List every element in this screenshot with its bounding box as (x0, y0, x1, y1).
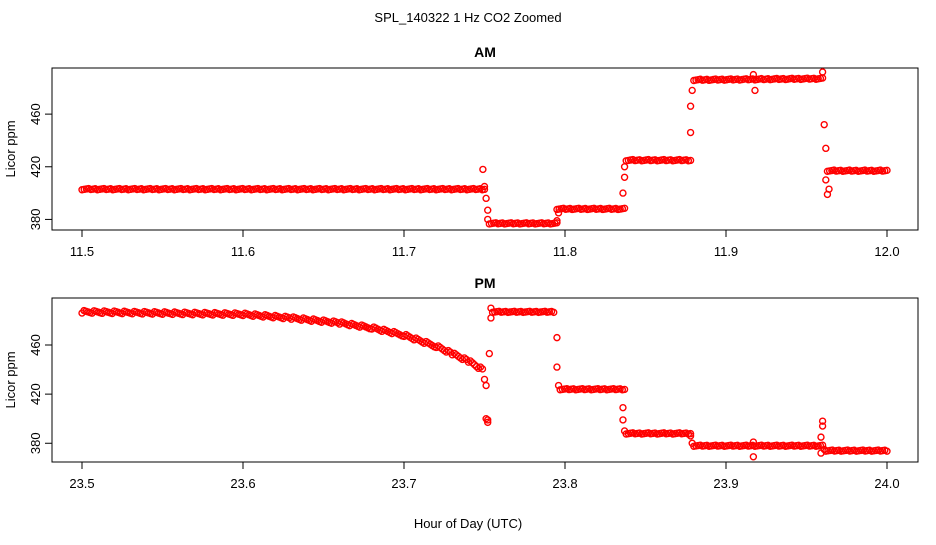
panel-title-am: AM (474, 44, 496, 60)
data-point (554, 381, 563, 390)
data-point (818, 422, 827, 430)
data-point (487, 304, 495, 312)
x-tick-label-am: 11.8 (553, 244, 577, 259)
data-point (487, 314, 495, 322)
data-point (619, 416, 627, 424)
data-point (686, 429, 695, 438)
data-point (620, 173, 629, 182)
data-point (686, 156, 695, 165)
data-point (751, 86, 759, 95)
data-point (749, 70, 758, 79)
data-point (620, 427, 629, 435)
data-point (688, 439, 696, 447)
data-point (466, 357, 475, 365)
panel-title-pm: PM (475, 275, 496, 291)
y-tick-label-pm: 380 (28, 432, 43, 454)
data-point (468, 359, 477, 367)
plot-frame-pm (51, 297, 919, 463)
data-point (619, 403, 627, 412)
series-am (78, 68, 891, 228)
data-point (484, 215, 492, 224)
data-point (553, 333, 561, 342)
data-point (620, 385, 629, 394)
y-tick-label-am: 460 (28, 103, 43, 125)
data-point (818, 68, 827, 76)
figure-title: SPL_140322 1 Hz CO2 Zoomed (374, 10, 561, 25)
data-point (472, 362, 481, 371)
data-point (820, 120, 828, 129)
data-point (553, 217, 561, 225)
x-tick-label-am: 11.7 (392, 244, 416, 259)
data-point (620, 163, 629, 171)
x-tick-label-pm: 23.5 (69, 476, 94, 491)
data-point (820, 445, 828, 454)
data-point (620, 204, 629, 213)
data-point (619, 189, 627, 197)
data-point (479, 165, 487, 174)
x-tick-label-pm: 23.9 (713, 476, 738, 491)
data-point (480, 375, 489, 384)
data-point (688, 86, 696, 95)
data-point (476, 363, 485, 371)
y-axis-label-am: Licor ppm (3, 120, 18, 177)
y-tick-label-am: 380 (28, 209, 43, 231)
data-point (817, 433, 825, 441)
data-point (818, 417, 827, 425)
y-tick-label-pm: 460 (28, 334, 43, 356)
data-point (480, 185, 489, 194)
x-tick-label-pm: 23.8 (552, 476, 577, 491)
x-tick-label-pm: 23.6 (230, 476, 255, 491)
data-point (749, 453, 758, 461)
x-tick-label-am: 11.9 (714, 244, 738, 259)
panel-pm: PM 23.5 23.6 23.7 23.8 23.9 24.0 380 420 460 Licor… (3, 275, 919, 491)
data-point (686, 102, 695, 110)
data-point (485, 349, 494, 358)
data-point (478, 365, 487, 373)
x-tick-label-am: 11.5 (70, 244, 94, 259)
x-axis-label: Hour of Day (UTC) (414, 516, 522, 531)
y-tick-label-pm: 420 (28, 383, 43, 405)
data-point (484, 416, 492, 424)
data-point (883, 447, 891, 455)
data-point (822, 176, 830, 184)
y-tick-label-am: 420 (28, 156, 43, 178)
data-point (482, 414, 490, 423)
x-tick-label-pm: 23.7 (391, 476, 416, 491)
data-point (554, 209, 563, 217)
data-point (480, 182, 489, 191)
x-tick-label-am: 12.0 (874, 244, 899, 259)
data-point (749, 438, 758, 446)
data-point (484, 418, 492, 427)
data-point (822, 144, 830, 153)
data-point (482, 194, 490, 203)
data-point (686, 432, 695, 440)
data-point (825, 185, 833, 193)
data-point (470, 360, 479, 369)
y-axis-label-pm: Licor ppm (3, 351, 18, 408)
data-point (818, 441, 827, 449)
x-tick-label-am: 11.6 (231, 244, 255, 259)
data-point (484, 206, 492, 214)
data-point (482, 381, 490, 390)
plot-frame-am (51, 67, 919, 231)
data-point (883, 166, 891, 175)
data-point (686, 128, 695, 137)
panel-am: AM 11.5 11.6 11.7 11.8 11.9 12.0 380 420 460 Licor… (3, 44, 919, 259)
data-point (553, 363, 561, 371)
x-tick-label-pm: 24.0 (874, 476, 899, 491)
series-pm (78, 304, 891, 461)
data-point (550, 308, 558, 317)
